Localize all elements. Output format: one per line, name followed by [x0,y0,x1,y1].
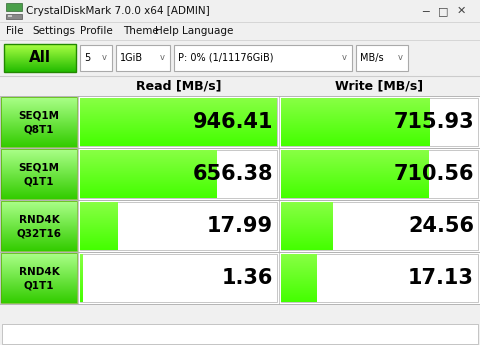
Text: 946.41: 946.41 [192,112,273,132]
Text: CrystalDiskMark 7.0.0 x64 [ADMIN]: CrystalDiskMark 7.0.0 x64 [ADMIN] [26,6,210,16]
Bar [1,149,77,199]
Text: RND4K: RND4K [19,215,60,225]
Bar [8,15,12,17]
Text: ✕: ✕ [456,6,466,16]
Bar [281,150,478,198]
Bar [1,97,77,147]
Bar [80,150,277,198]
Text: P: 0% (1/11176GiB): P: 0% (1/11176GiB) [178,53,274,63]
Text: MB/s: MB/s [360,53,384,63]
Text: Read [MB/s]: Read [MB/s] [136,79,221,92]
Text: Theme: Theme [123,26,158,36]
Bar [0,148,480,200]
Bar [6,14,22,19]
Text: File: File [6,26,24,36]
Text: ─: ─ [421,6,428,16]
Text: v: v [341,53,347,62]
Text: □: □ [438,6,448,16]
Bar [80,202,277,250]
Bar [0,0,480,22]
Bar [116,45,170,71]
Bar [0,200,480,252]
Text: Q8T1: Q8T1 [24,124,54,134]
Bar [80,98,277,146]
Text: Profile: Profile [81,26,113,36]
Bar [356,45,408,71]
Bar [0,96,480,148]
Text: SEQ1M: SEQ1M [19,111,60,121]
Text: 24.56: 24.56 [408,216,474,236]
Text: All: All [29,50,51,66]
Text: v: v [101,53,107,62]
Text: 1GiB: 1GiB [120,53,143,63]
Bar [1,253,77,303]
Text: Help: Help [155,26,179,36]
Bar [4,44,76,72]
Bar [0,40,480,76]
Bar [281,202,478,250]
Text: 715.93: 715.93 [394,112,474,132]
Text: 17.99: 17.99 [207,216,273,236]
Bar [2,324,478,344]
Bar [0,252,480,304]
Bar [174,45,352,71]
Bar [6,3,22,11]
Text: Q1T1: Q1T1 [24,280,54,290]
Text: SEQ1M: SEQ1M [19,163,60,173]
Text: 1.36: 1.36 [222,268,273,288]
Text: RND4K: RND4K [19,267,60,277]
Text: 17.13: 17.13 [408,268,474,288]
Text: Settings: Settings [33,26,76,36]
Bar [281,98,478,146]
Bar [281,254,478,302]
Bar [0,76,480,96]
Bar [1,201,77,251]
Bar [80,45,112,71]
Text: Language: Language [181,26,233,36]
Text: v: v [397,53,403,62]
Text: Write [MB/s]: Write [MB/s] [336,79,423,92]
Text: 710.56: 710.56 [394,164,474,184]
Text: Q1T1: Q1T1 [24,176,54,186]
Text: 5: 5 [84,53,90,63]
Text: 656.38: 656.38 [192,164,273,184]
Text: v: v [159,53,165,62]
Bar [0,22,480,40]
Text: Q32T16: Q32T16 [16,228,61,238]
Bar [80,254,277,302]
